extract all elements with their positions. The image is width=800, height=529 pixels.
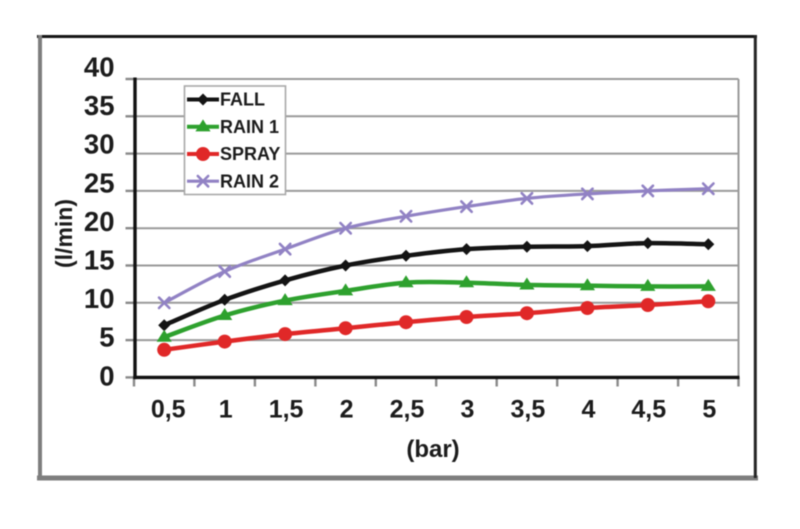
svg-text:SPRAY: SPRAY [220,144,280,164]
svg-text:0: 0 [99,360,114,391]
svg-text:RAIN 1: RAIN 1 [220,117,279,137]
svg-text:(l/min): (l/min) [51,199,77,268]
svg-text:5: 5 [99,322,114,353]
svg-text:(bar): (bar) [406,436,459,463]
svg-text:10: 10 [84,283,115,314]
svg-text:4,5: 4,5 [631,396,666,424]
svg-text:15: 15 [84,245,115,276]
svg-text:3: 3 [461,396,475,424]
svg-text:1: 1 [219,396,233,424]
svg-text:25: 25 [84,167,115,198]
svg-text:RAIN 2: RAIN 2 [220,171,279,191]
svg-text:2: 2 [340,396,354,424]
svg-text:4: 4 [581,396,595,424]
svg-text:3,5: 3,5 [511,396,546,424]
svg-text:5: 5 [702,396,716,424]
svg-text:30: 30 [84,129,115,160]
svg-text:1,5: 1,5 [269,396,304,424]
svg-text:FALL: FALL [220,90,265,110]
svg-text:2,5: 2,5 [390,396,425,424]
svg-text:40: 40 [84,52,115,83]
svg-text:20: 20 [84,206,115,237]
svg-text:0,5: 0,5 [151,396,186,424]
svg-text:35: 35 [84,90,115,121]
